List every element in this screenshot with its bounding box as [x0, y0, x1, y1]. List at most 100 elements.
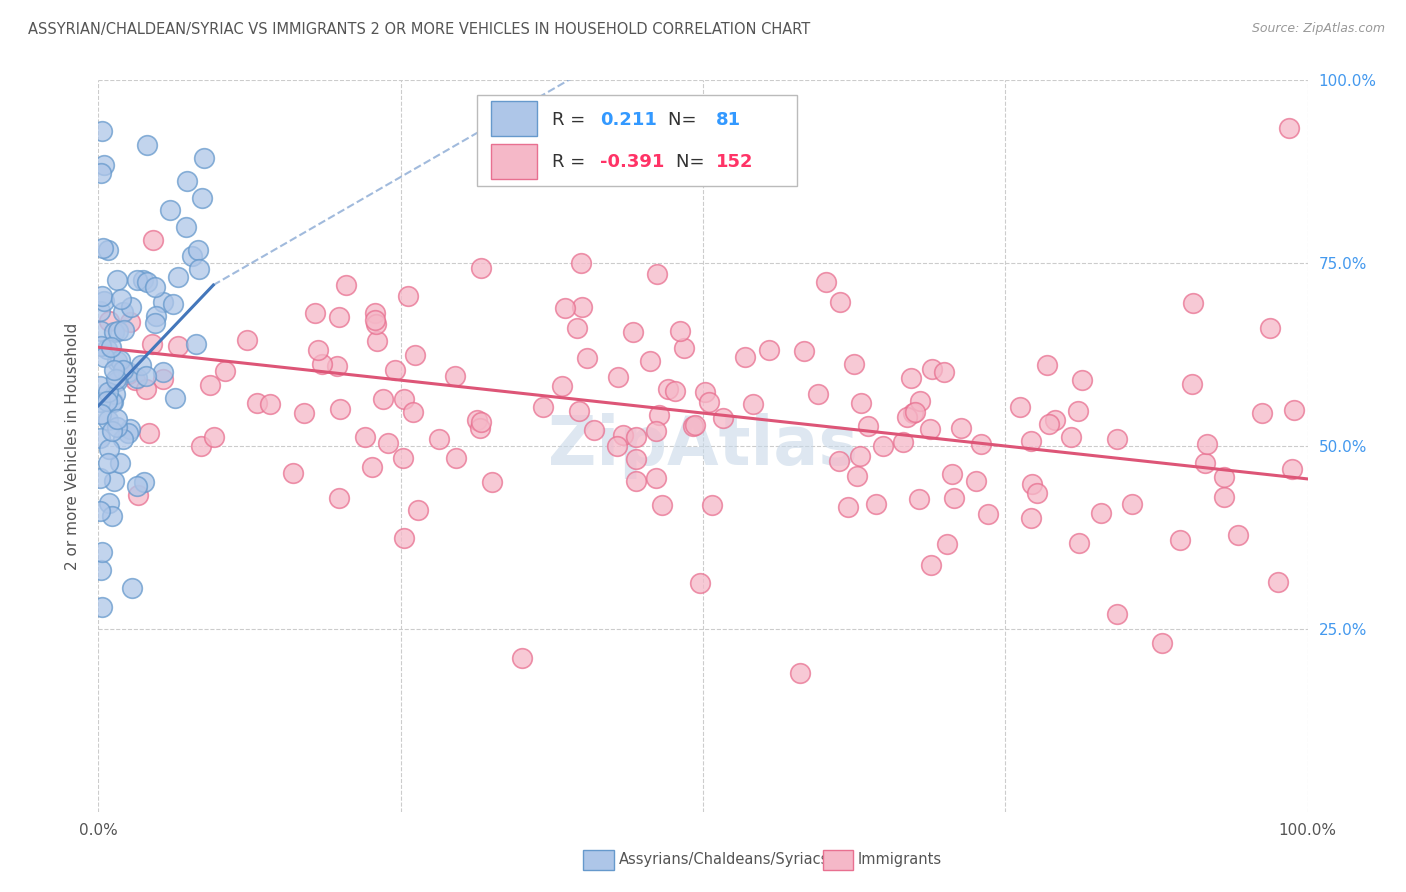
Point: [120, 300, 142, 314]
Text: N=: N=: [676, 153, 710, 170]
Point: [125, 370, 148, 384]
Point: [551, 378, 574, 392]
Point: [100, 340, 122, 354]
Point: [1181, 377, 1204, 392]
Text: ASSYRIAN/CHALDEAN/SYRIAC VS IMMIGRANTS 2 OR MORE VEHICLES IN HOUSEHOLD CORRELATI: ASSYRIAN/CHALDEAN/SYRIAC VS IMMIGRANTS 2…: [28, 22, 810, 37]
Point: [145, 280, 167, 294]
Point: [135, 275, 157, 289]
Point: [697, 394, 720, 409]
Point: [865, 497, 887, 511]
Point: [135, 138, 157, 153]
Point: [900, 371, 922, 385]
Point: [90, 407, 112, 421]
Point: [132, 273, 155, 287]
Point: [108, 352, 131, 367]
Point: [402, 405, 425, 419]
Point: [624, 451, 647, 466]
Point: [91, 599, 114, 614]
Point: [700, 498, 723, 512]
Point: [135, 382, 157, 396]
Point: [1105, 433, 1128, 447]
Point: [112, 363, 135, 377]
Point: [576, 351, 599, 365]
Point: [644, 424, 666, 438]
Point: [920, 422, 942, 436]
Point: [93, 158, 115, 172]
Point: [465, 413, 488, 427]
Point: [571, 300, 593, 314]
Point: [908, 393, 931, 408]
Point: [1090, 506, 1112, 520]
Point: [623, 326, 645, 340]
Point: [89, 471, 111, 485]
Point: [1212, 470, 1234, 484]
Point: [193, 151, 215, 165]
Point: [638, 354, 661, 368]
Point: [1227, 528, 1250, 542]
Point: [607, 370, 630, 384]
Point: [132, 475, 155, 490]
Point: [664, 384, 686, 398]
Point: [920, 558, 942, 572]
Point: [105, 374, 128, 388]
Point: [304, 306, 326, 320]
Point: [470, 261, 492, 276]
Point: [1213, 490, 1236, 504]
Point: [184, 336, 207, 351]
Point: [101, 508, 124, 523]
Point: [901, 406, 924, 420]
Point: [124, 373, 146, 387]
Point: [734, 351, 756, 365]
Point: [932, 365, 955, 379]
Text: Assyrians/Chaldeans/Syriacs: Assyrians/Chaldeans/Syriacs: [619, 853, 830, 867]
Point: [97, 413, 120, 427]
Point: [93, 350, 115, 364]
Point: [443, 369, 465, 384]
Point: [904, 405, 927, 419]
Point: [965, 474, 987, 488]
Point: [837, 500, 859, 514]
Point: [97, 243, 120, 257]
Point: [89, 431, 111, 445]
Point: [363, 306, 385, 320]
Point: [1021, 477, 1043, 491]
Point: [117, 367, 139, 381]
Text: 81: 81: [716, 111, 741, 128]
Point: [103, 475, 125, 489]
Point: [90, 563, 112, 577]
Point: [91, 545, 114, 559]
Bar: [492, 144, 537, 179]
Point: [98, 442, 121, 457]
Point: [328, 310, 350, 325]
Point: [693, 385, 716, 400]
Point: [672, 341, 695, 355]
Point: [510, 651, 533, 665]
Text: Immigrants: Immigrants: [858, 853, 942, 867]
Point: [856, 419, 879, 434]
Text: -0.391: -0.391: [600, 153, 665, 170]
Point: [392, 531, 415, 545]
Point: [384, 362, 406, 376]
Point: [644, 471, 666, 485]
Point: [891, 435, 914, 450]
Point: [108, 457, 131, 471]
Point: [742, 397, 765, 411]
Point: [1278, 120, 1301, 135]
Point: [91, 124, 114, 138]
Point: [135, 369, 157, 384]
Point: [98, 496, 121, 510]
Point: [97, 385, 120, 400]
Point: [844, 357, 866, 371]
Point: [202, 430, 225, 444]
Point: [846, 469, 869, 483]
Point: [214, 364, 236, 378]
Point: [111, 305, 134, 319]
Point: [371, 392, 394, 406]
Point: [105, 273, 128, 287]
Point: [91, 241, 114, 255]
Point: [96, 342, 118, 356]
Point: [152, 372, 174, 386]
Point: [366, 334, 388, 349]
Point: [396, 289, 419, 303]
Point: [806, 387, 828, 401]
